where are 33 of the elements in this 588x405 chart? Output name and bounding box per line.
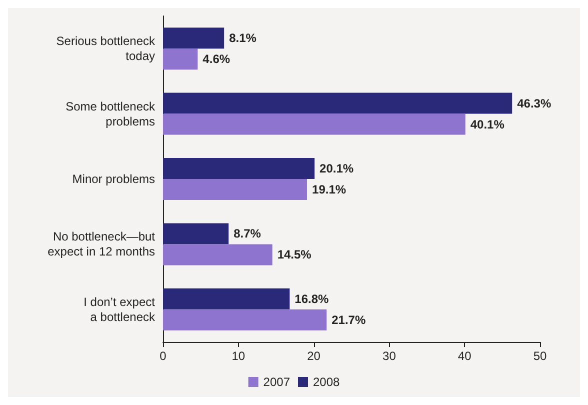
x-tick-label: 40	[458, 349, 472, 363]
y-tick-label: Some bottleneck problems	[66, 99, 156, 128]
bar	[163, 179, 308, 200]
y-tick-label: Serious bottleneck today	[56, 34, 156, 64]
bar	[163, 48, 198, 70]
x-tick-label: 50	[533, 349, 547, 363]
data-label: 14.5%	[277, 248, 312, 262]
x-tick-label: 10	[232, 349, 246, 363]
bar	[163, 244, 272, 266]
bar	[163, 92, 512, 114]
data-label: 8.1%	[229, 31, 257, 46]
bar	[163, 223, 229, 244]
legend-label: 2008	[313, 375, 340, 389]
y-tick-label: No bottleneck—but expect in 12 months	[48, 230, 156, 259]
data-label: 16.8%	[294, 292, 330, 306]
data-label: 21.7%	[332, 312, 366, 327]
bar	[163, 309, 327, 330]
data-label: 4.6%	[202, 52, 230, 66]
bar	[163, 158, 315, 179]
x-tick-label: 0	[160, 349, 167, 363]
data-label: 20.1%	[320, 162, 354, 176]
x-tick-label: 20	[307, 349, 321, 363]
data-label: 19.1%	[312, 182, 346, 196]
bar	[163, 28, 224, 49]
data-label: 46.3%	[517, 96, 552, 110]
bar	[163, 114, 466, 135]
legend-label: 2007	[263, 375, 290, 389]
x-tick-label: 30	[382, 349, 396, 363]
y-tick-label: Minor problems	[72, 172, 155, 186]
data-label: 8.7%	[234, 226, 262, 241]
data-label: 40.1%	[470, 117, 505, 132]
y-tick-label: I don’t expect a bottleneck	[84, 294, 156, 324]
bar	[163, 288, 290, 310]
